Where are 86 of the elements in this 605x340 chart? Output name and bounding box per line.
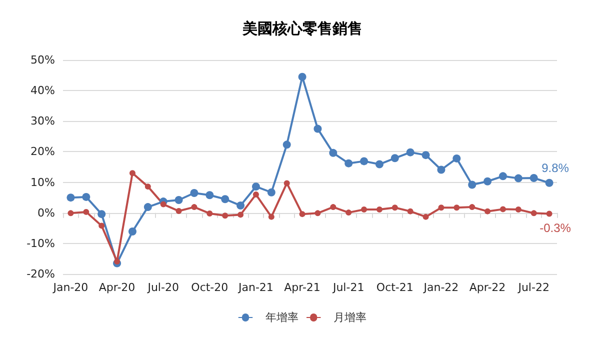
point [83,208,90,215]
point [422,151,430,160]
point [530,174,538,182]
x-tick-label: Jan-20 [52,281,88,294]
point [406,148,414,156]
point [390,154,399,162]
point [252,192,259,198]
point [252,182,260,191]
point [298,72,306,81]
y-tick-label: 50% [30,54,55,66]
point [268,214,274,220]
point [514,174,522,182]
y-tick-label: 20% [30,145,55,158]
point [452,154,461,162]
point [407,208,414,214]
x-tick-label: Jul-21 [332,281,364,294]
point [437,166,446,174]
point [144,184,151,190]
point [484,177,492,186]
x-tick-label: Jan-21 [238,281,274,294]
point [222,212,228,219]
chart-title: 美國核心零售銷售 [242,20,362,38]
point [530,210,537,216]
point [82,192,90,201]
x-tick-label: Jul-22 [517,281,550,294]
point [129,170,136,176]
point [546,210,552,217]
point [422,214,429,220]
data-label: 9.8% [542,160,570,175]
point [500,206,506,212]
legend-label: 月增率 [334,311,367,324]
point [468,180,476,189]
point [299,211,306,218]
point [469,204,476,210]
y-tick-label: 0% [38,206,55,220]
point [114,258,120,264]
x-tick-label: Apr-20 [98,281,136,294]
point [98,222,105,229]
point [515,206,522,212]
point [98,210,106,218]
point [329,148,338,157]
point [314,210,321,216]
point [206,210,213,216]
point [144,203,152,212]
point [206,191,214,200]
point [361,206,368,212]
point [282,140,291,149]
point [190,188,198,197]
point [484,208,491,214]
point [238,212,244,218]
point [454,204,460,211]
point [346,210,352,216]
y-tick-label: 40% [30,84,55,98]
point [267,188,276,196]
point [160,201,166,208]
point [221,195,230,204]
x-tick-label: Oct-20 [191,281,228,294]
y-tick-label: 30% [30,114,55,128]
point [68,210,74,216]
point [128,228,136,236]
point [360,157,368,166]
point [545,178,554,187]
y-tick-label: 10% [30,176,55,189]
point [376,206,382,212]
x-tick-label: Apr-22 [469,281,506,294]
point [438,204,444,211]
x-tick-label: Jul-20 [146,281,179,294]
point [236,202,245,210]
point [330,204,336,210]
point [498,172,507,180]
point [392,204,398,211]
x-tick-label: Apr-21 [284,281,320,294]
point [375,160,384,168]
point [284,180,290,186]
y-tick-label: -20% [26,268,55,280]
legend-label: 年增率 [266,311,298,324]
point [314,124,322,133]
point [176,208,182,214]
point [344,159,353,168]
y-tick-label: -10% [26,236,55,250]
point [66,194,75,202]
data-label: -0.3% [540,220,572,235]
point [174,196,183,204]
x-tick-label: Oct-21 [376,281,414,294]
point [191,204,198,210]
x-tick-label: Jan-22 [422,281,459,294]
